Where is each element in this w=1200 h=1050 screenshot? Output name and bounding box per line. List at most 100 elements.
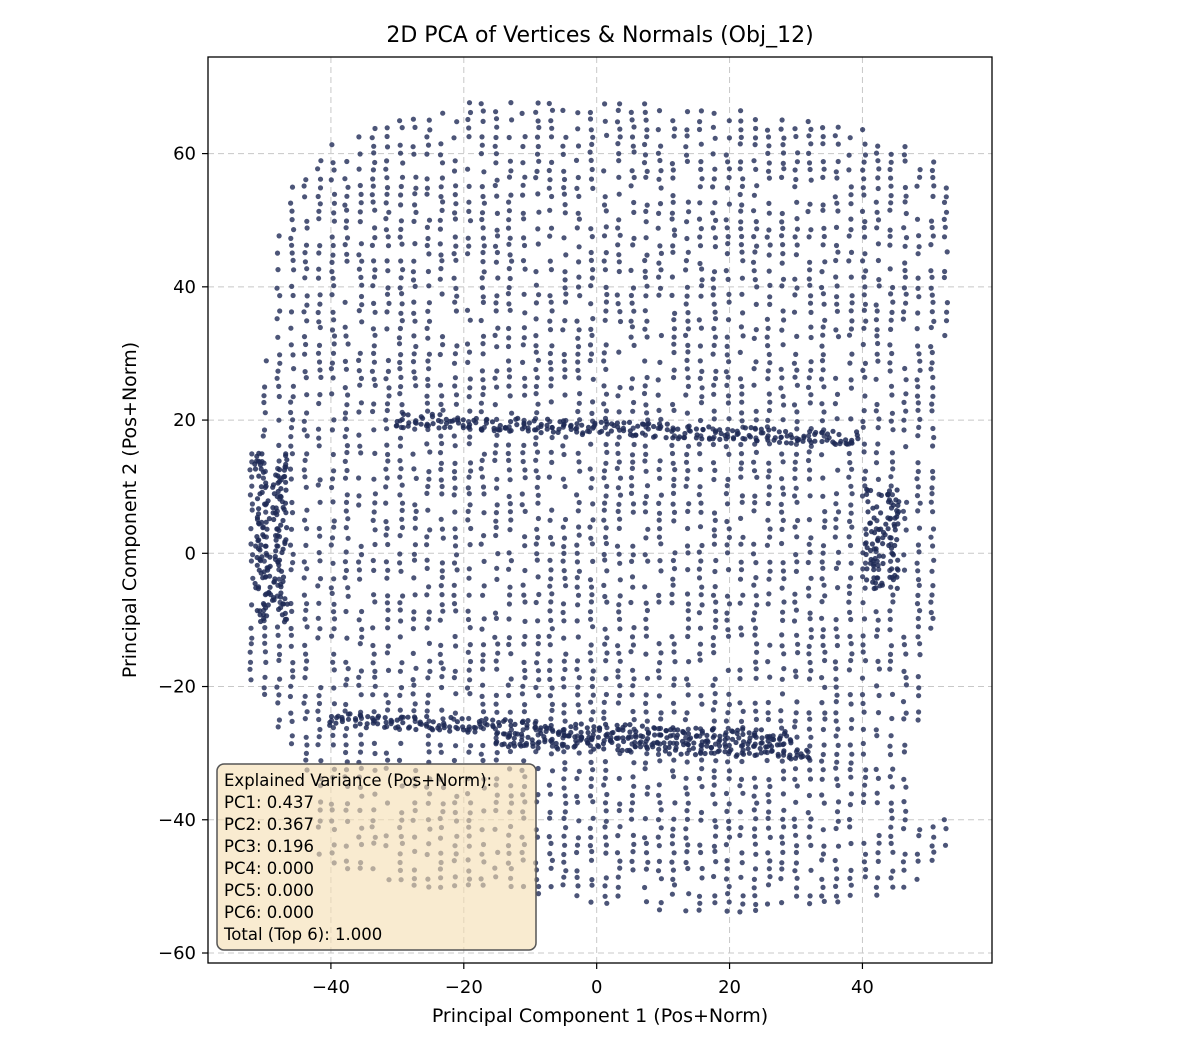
scatter-point <box>577 709 583 715</box>
scatter-point <box>466 491 472 497</box>
scatter-point <box>261 685 267 691</box>
scatter-point <box>873 766 879 773</box>
scatter-point <box>514 422 520 428</box>
scatter-point <box>696 126 703 133</box>
scatter-point <box>549 707 555 714</box>
scatter-point <box>712 235 719 241</box>
scatter-point <box>601 699 607 706</box>
scatter-point <box>861 408 867 414</box>
scatter-point <box>848 502 854 508</box>
scatter-point <box>848 867 854 874</box>
scatter-point <box>683 459 690 465</box>
scatter-point <box>370 326 376 332</box>
scatter-point <box>331 341 337 347</box>
scatter-point <box>574 584 580 590</box>
scatter-point <box>630 408 636 414</box>
scatter-point <box>754 183 760 189</box>
scatter-point <box>915 310 921 316</box>
scatter-point <box>874 209 880 215</box>
scatter-point <box>615 893 621 899</box>
scatter-point <box>343 366 349 372</box>
scatter-point <box>561 185 567 191</box>
scatter-point <box>902 184 909 191</box>
scatter-point <box>780 160 786 166</box>
scatter-point <box>847 742 853 748</box>
scatter-point <box>506 134 512 141</box>
scatter-point <box>644 746 651 752</box>
scatter-point <box>561 235 567 241</box>
scatter-point <box>425 235 431 242</box>
scatter-point <box>452 375 458 381</box>
scatter-point <box>276 442 282 448</box>
scatter-point <box>724 185 731 191</box>
scatter-point <box>249 474 255 480</box>
scatter-point <box>385 667 392 674</box>
scatter-point <box>480 742 486 749</box>
scatter-point <box>492 634 498 640</box>
scatter-point <box>805 585 812 591</box>
scatter-point <box>522 618 528 625</box>
scatter-point <box>318 758 324 764</box>
scatter-point <box>288 443 294 449</box>
scatter-point <box>274 316 280 322</box>
scatter-point <box>506 174 513 180</box>
scatter-point <box>533 684 539 691</box>
scatter-point <box>418 421 424 427</box>
scatter-point <box>507 252 513 258</box>
scatter-point <box>917 608 923 614</box>
scatter-point <box>726 883 732 890</box>
scatter-point <box>585 424 592 430</box>
scatter-point <box>411 557 418 563</box>
scatter-point <box>890 466 896 472</box>
scatter-point <box>738 159 744 165</box>
scatter-point <box>588 735 595 742</box>
scatter-point <box>480 294 486 300</box>
scatter-point <box>397 458 403 464</box>
scatter-point <box>451 582 457 588</box>
scatter-point <box>751 885 757 891</box>
scatter-point <box>628 334 634 340</box>
scatter-point <box>438 660 444 666</box>
scatter-point <box>655 817 662 823</box>
scatter-point <box>494 293 500 299</box>
scatter-point <box>819 615 825 621</box>
scatter-point <box>821 843 827 849</box>
scatter-point <box>549 459 555 465</box>
scatter-point <box>804 747 810 753</box>
scatter-point <box>399 301 405 307</box>
scatter-point <box>254 516 261 523</box>
scatter-point <box>685 731 692 737</box>
scatter-point <box>693 426 700 432</box>
scatter-point <box>767 360 773 366</box>
scatter-point <box>711 541 718 547</box>
scatter-point <box>411 551 417 557</box>
scatter-point <box>669 274 676 280</box>
scatter-point <box>425 700 431 706</box>
scatter-point <box>459 716 465 722</box>
scatter-point <box>723 491 730 497</box>
scatter-point <box>643 840 650 847</box>
scatter-point <box>685 608 691 614</box>
scatter-point <box>533 541 539 547</box>
scatter-point <box>521 659 527 666</box>
scatter-point <box>915 433 921 439</box>
scatter-point <box>466 724 472 730</box>
scatter-point <box>560 882 566 888</box>
scatter-point <box>601 258 607 264</box>
scatter-point <box>261 427 268 433</box>
scatter-point <box>615 743 621 749</box>
scatter-point <box>331 609 337 615</box>
scatter-point <box>902 199 908 205</box>
y-tick-label: 0 <box>185 543 196 564</box>
scatter-point <box>630 543 636 549</box>
scatter-point <box>356 252 362 258</box>
x-axis-label: Principal Component 1 (Pos+Norm) <box>432 1005 768 1027</box>
scatter-point <box>561 550 567 557</box>
scatter-point <box>805 754 811 760</box>
scatter-point <box>357 219 363 225</box>
scatter-point <box>494 177 500 183</box>
scatter-point <box>602 267 609 273</box>
scatter-point <box>765 699 771 706</box>
scatter-point <box>426 640 432 647</box>
scatter-point <box>835 726 841 732</box>
